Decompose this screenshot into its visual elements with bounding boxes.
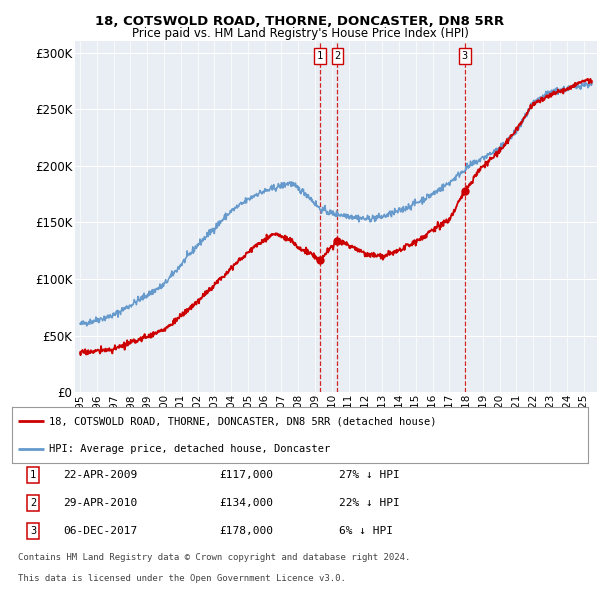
Text: £117,000: £117,000 <box>219 470 273 480</box>
Text: £178,000: £178,000 <box>219 526 273 536</box>
Text: 27% ↓ HPI: 27% ↓ HPI <box>339 470 400 480</box>
Text: 06-DEC-2017: 06-DEC-2017 <box>63 526 137 536</box>
Text: Price paid vs. HM Land Registry's House Price Index (HPI): Price paid vs. HM Land Registry's House … <box>131 27 469 40</box>
Text: 22-APR-2009: 22-APR-2009 <box>63 470 137 480</box>
Text: 1: 1 <box>317 51 323 61</box>
Text: 18, COTSWOLD ROAD, THORNE, DONCASTER, DN8 5RR (detached house): 18, COTSWOLD ROAD, THORNE, DONCASTER, DN… <box>49 416 437 426</box>
Text: 3: 3 <box>462 51 468 61</box>
Text: HPI: Average price, detached house, Doncaster: HPI: Average price, detached house, Donc… <box>49 444 331 454</box>
Text: £134,000: £134,000 <box>219 498 273 507</box>
Text: Contains HM Land Registry data © Crown copyright and database right 2024.: Contains HM Land Registry data © Crown c… <box>18 553 410 562</box>
Text: 18, COTSWOLD ROAD, THORNE, DONCASTER, DN8 5RR: 18, COTSWOLD ROAD, THORNE, DONCASTER, DN… <box>95 15 505 28</box>
Text: 1: 1 <box>30 470 36 480</box>
Text: 29-APR-2010: 29-APR-2010 <box>63 498 137 507</box>
Text: This data is licensed under the Open Government Licence v3.0.: This data is licensed under the Open Gov… <box>18 574 346 583</box>
Text: 2: 2 <box>30 498 36 507</box>
Text: 2: 2 <box>334 51 340 61</box>
Text: 22% ↓ HPI: 22% ↓ HPI <box>339 498 400 507</box>
Text: 6% ↓ HPI: 6% ↓ HPI <box>339 526 393 536</box>
Text: 3: 3 <box>30 526 36 536</box>
